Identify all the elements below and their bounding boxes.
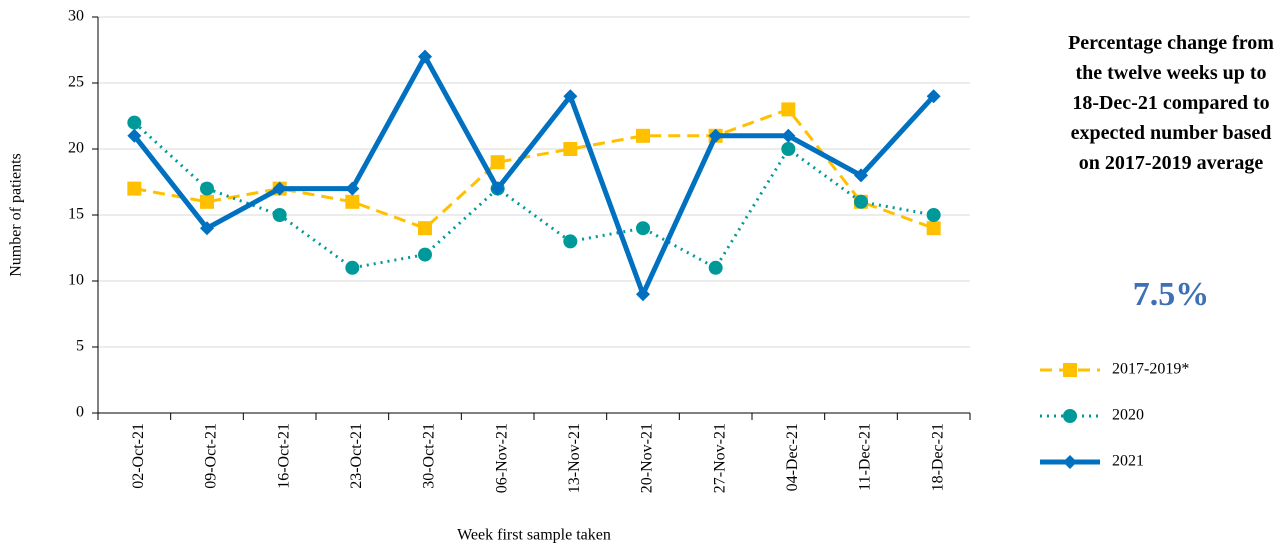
y-tick-label: 20 [68,140,84,157]
marker [418,247,432,262]
y-tick-label: 25 [68,74,84,91]
marker [854,194,868,209]
marker [345,181,360,196]
marker [490,155,505,170]
marker [1063,455,1077,469]
marker [708,128,723,143]
marker [345,260,360,275]
y-tick-label: 0 [76,404,84,421]
marker [926,221,941,236]
y-tick-label: 10 [68,272,84,289]
marker [708,260,723,275]
marker [854,168,868,183]
marker [272,181,287,196]
marker [127,128,142,143]
x-tick-label: 16-Oct-21 [275,423,292,489]
annotation: Percentage change from the twelve weeks … [1068,32,1274,174]
marker [1063,363,1077,377]
y-tick-label: 30 [68,8,84,25]
marker [781,128,796,143]
x-tick-label: 11-Dec-21 [857,423,874,491]
marker [563,234,578,249]
legend-label: 2021 [1112,453,1144,470]
marker [563,89,578,104]
marker [490,181,505,196]
x-tick-label: 02-Oct-21 [130,423,147,489]
marker [636,128,650,143]
marker [127,181,142,196]
marker [127,115,142,130]
legend-label: 2017-2019* [1112,361,1189,378]
marker [636,287,650,302]
marker [200,181,214,196]
x-tick-label: 20-Nov-21 [639,423,656,493]
y-tick-label: 5 [76,338,84,355]
x-tick-label: 23-Oct-21 [348,423,365,489]
marker [1063,409,1077,423]
marker [781,142,796,156]
x-axis-title: Week first sample taken [457,527,611,544]
marker [418,49,432,64]
marker [345,194,360,209]
x-tick-label: 30-Oct-21 [421,423,438,489]
highlight: 7.5% [1132,276,1210,313]
marker [200,194,214,209]
marker [781,102,796,117]
marker [200,221,214,236]
x-tick-label: 13-Nov-21 [566,423,583,493]
y-axis-title: Number of patients [8,153,25,277]
x-tick-label: 09-Oct-21 [203,423,220,489]
marker [636,221,650,236]
marker [563,142,578,156]
marker [926,208,941,222]
x-tick-label: 18-Dec-21 [929,423,946,491]
series-line [133,121,934,270]
marker [272,208,287,222]
series-line [132,54,936,297]
series-line [134,107,935,230]
x-tick-label: 04-Dec-21 [784,423,801,491]
marker [926,89,941,104]
marker [418,221,432,236]
x-tick-label: 06-Nov-21 [493,423,510,493]
y-tick-label: 15 [68,206,84,223]
x-tick-label: 27-Nov-21 [711,423,728,493]
legend-label: 2020 [1112,407,1144,424]
